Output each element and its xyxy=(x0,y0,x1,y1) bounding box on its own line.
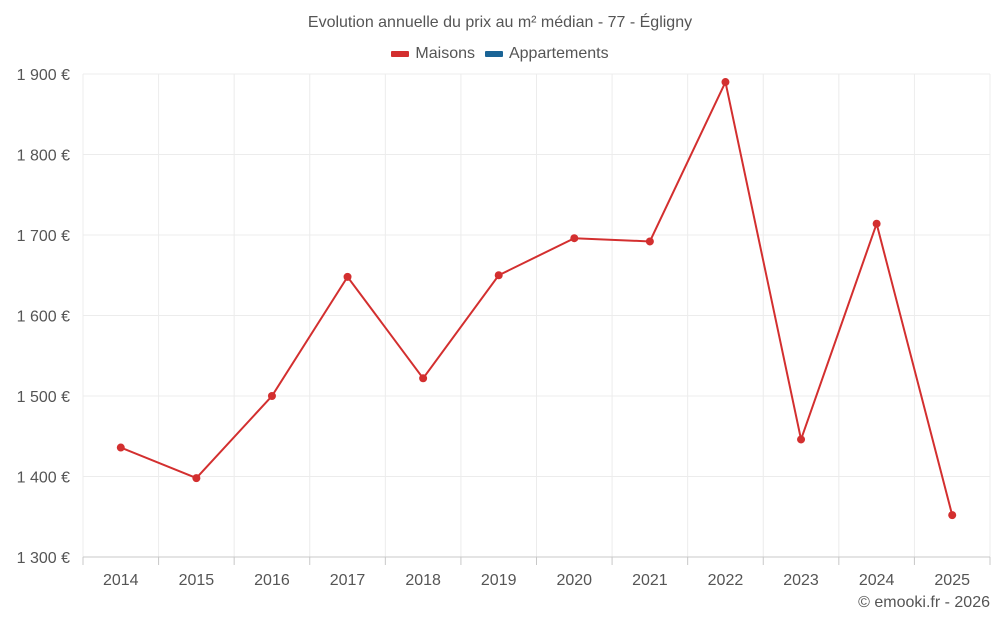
legend-label-maisons: Maisons xyxy=(415,45,475,62)
y-tick-label: 1 400 € xyxy=(17,470,70,487)
legend-item-maisons[interactable]: Maisons xyxy=(391,45,475,63)
legend-swatch-maisons xyxy=(391,51,410,57)
data-point[interactable] xyxy=(570,234,579,243)
x-tick-label: 2023 xyxy=(783,572,819,589)
legend-swatch-appartements xyxy=(484,51,503,57)
x-tick-label: 2016 xyxy=(254,572,290,589)
x-tick-label: 2024 xyxy=(859,572,895,589)
x-tick-label: 2015 xyxy=(179,572,215,589)
x-tick-label: 2022 xyxy=(708,572,744,589)
y-tick-label: 1 800 € xyxy=(17,148,70,165)
data-point[interactable] xyxy=(494,271,503,280)
data-point[interactable] xyxy=(872,219,881,228)
legend: Maisons Appartements xyxy=(0,45,1000,63)
y-tick-label: 1 300 € xyxy=(17,550,70,567)
x-tick-label: 2014 xyxy=(103,572,139,589)
data-point[interactable] xyxy=(419,374,428,383)
x-tick-label: 2025 xyxy=(934,572,970,589)
series-line-maisons xyxy=(120,78,954,516)
x-tick-label: 2020 xyxy=(556,572,592,589)
data-point[interactable] xyxy=(797,435,806,444)
data-point[interactable] xyxy=(721,78,730,87)
y-tick-label: 1 900 € xyxy=(17,67,70,84)
x-tick-label: 2021 xyxy=(632,572,668,589)
x-tick-label: 2017 xyxy=(330,572,366,589)
y-tick-label: 1 500 € xyxy=(17,389,70,406)
data-point[interactable] xyxy=(645,237,654,246)
legend-label-appartements: Appartements xyxy=(508,45,609,62)
data-point[interactable] xyxy=(267,392,276,400)
chart-title: Evolution annuelle du prix au m² médian … xyxy=(307,14,693,31)
legend-item-appartements[interactable]: Appartements xyxy=(484,45,609,63)
data-point[interactable] xyxy=(192,474,201,483)
data-point[interactable] xyxy=(116,443,125,452)
data-point[interactable] xyxy=(343,272,352,281)
data-point[interactable] xyxy=(948,511,957,520)
y-tick-label: 1 700 € xyxy=(17,228,70,245)
x-tick-label: 2019 xyxy=(481,572,517,589)
y-tick-label: 1 600 € xyxy=(17,309,70,326)
credit-text: © emooki.fr - 2026 xyxy=(858,594,990,611)
x-tick-label: 2018 xyxy=(405,572,441,589)
